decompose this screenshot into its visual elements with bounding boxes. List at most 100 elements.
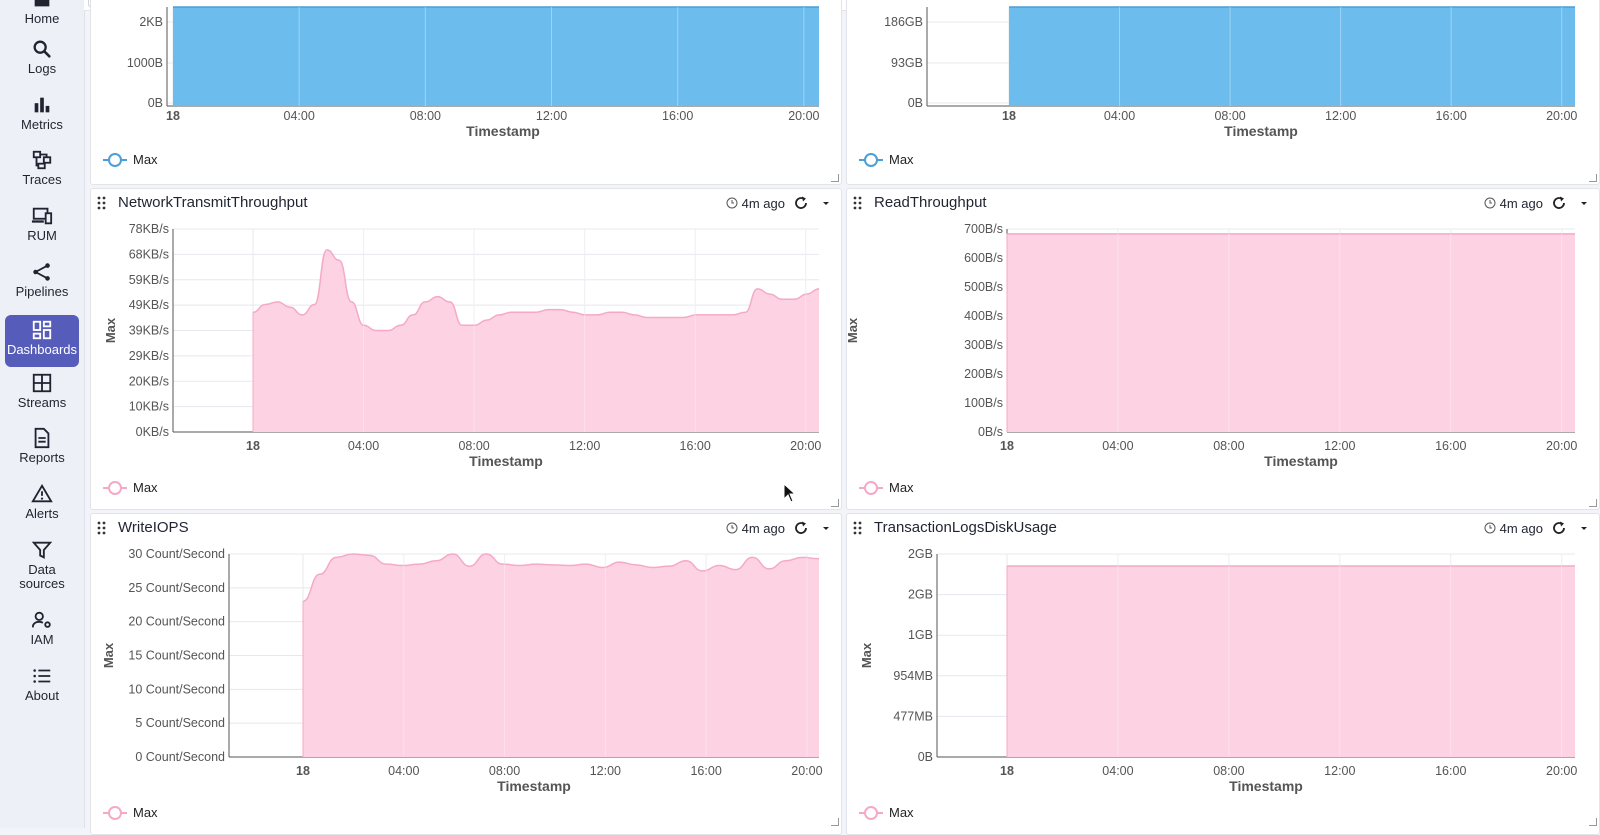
- y-tick-label: 78KB/s: [129, 222, 169, 236]
- panel-meta: 4m ago: [726, 520, 833, 536]
- panel-meta: 4m ago: [1484, 195, 1591, 211]
- sidebar-item-logs[interactable]: Logs: [5, 38, 79, 76]
- x-tick-label: 08:00: [458, 439, 489, 453]
- chevron-down-icon[interactable]: [819, 196, 833, 210]
- sidebar-item-home[interactable]: Home: [5, 0, 79, 26]
- panel-network-transmit-throughput: NetworkTransmitThroughput 4m ago 18 04:00 08…: [90, 188, 842, 510]
- x-tick-label: 20:00: [1546, 109, 1577, 123]
- legend-marker[interactable]: [108, 806, 122, 820]
- sidebar-item-about[interactable]: About: [5, 665, 79, 703]
- sidebar-item-traces[interactable]: Traces: [5, 149, 79, 187]
- sidebar-item-reports[interactable]: Reports: [5, 427, 79, 465]
- drag-handle-icon[interactable]: [97, 196, 107, 210]
- clock-icon: [1484, 197, 1496, 209]
- sidebar-item-label: Home: [24, 11, 60, 26]
- filter-icon: [31, 541, 53, 559]
- legend-marker[interactable]: [864, 481, 878, 495]
- legend-label[interactable]: Max: [889, 480, 914, 495]
- drag-handle-icon[interactable]: [853, 196, 863, 210]
- refresh-icon[interactable]: [793, 195, 809, 211]
- mouse-cursor: [783, 483, 797, 503]
- sidebar-item-rum[interactable]: RUM: [5, 205, 79, 243]
- y-tick-label: 0B: [918, 750, 933, 764]
- y-tick-label: 10 Count/Second: [128, 682, 225, 696]
- legend-marker[interactable]: [108, 153, 122, 167]
- y-tick-label: 400B/s: [964, 309, 1003, 323]
- legend-label[interactable]: Max: [889, 805, 914, 820]
- sidebar-item-alerts[interactable]: Alerts: [5, 483, 79, 521]
- legend-marker[interactable]: [108, 481, 122, 495]
- x-tick-label: 04:00: [348, 439, 379, 453]
- x-tick-label: 18: [1000, 439, 1014, 453]
- x-tick-label: 04:00: [1102, 439, 1133, 453]
- x-tick-label: 12:00: [1324, 439, 1355, 453]
- search-icon: [33, 40, 51, 58]
- y-tick-label: 30 Count/Second: [128, 547, 225, 561]
- refresh-icon[interactable]: [793, 520, 809, 536]
- y-tick-label: 2KB: [139, 15, 163, 29]
- y-tick-label: 0B: [908, 96, 923, 110]
- chevron-down-icon[interactable]: [1577, 196, 1591, 210]
- sidebar-item-streams[interactable]: Streams: [5, 372, 79, 410]
- y-tick-label: 477MB: [893, 709, 933, 723]
- resize-handle[interactable]: [831, 174, 839, 182]
- resize-handle[interactable]: [831, 499, 839, 507]
- refresh-icon[interactable]: [1551, 520, 1567, 536]
- x-tick-label: 16:00: [690, 764, 721, 778]
- x-tick-label: 16:00: [1436, 109, 1467, 123]
- series-line: [252, 249, 820, 332]
- x-tick-label: 20:00: [788, 109, 819, 123]
- panel-transaction-logs-disk-usage: TransactionLogsDiskUsage 4m ago 18 04:00 08:…: [846, 513, 1600, 835]
- sidebar-item-data-sources[interactable]: Data sources: [5, 539, 79, 591]
- sidebar-item-pipelines[interactable]: Pipelines: [5, 261, 79, 299]
- y-axis-title: Max: [847, 317, 860, 343]
- x-tick-label: 16:00: [1435, 439, 1466, 453]
- bar-chart-icon: [34, 97, 50, 113]
- legend-marker[interactable]: [864, 806, 878, 820]
- legend-label[interactable]: Max: [133, 805, 158, 820]
- share-icon: [33, 263, 50, 281]
- resize-handle[interactable]: [1589, 174, 1597, 182]
- chart: 18 04:00 08:00 12:00 16:00 20:00 700B/s 600B/s 5…: [847, 222, 1577, 495]
- y-tick-label: 186GB: [884, 15, 923, 29]
- x-tick-label: 04:00: [1104, 109, 1135, 123]
- resize-handle[interactable]: [1589, 499, 1597, 507]
- y-axis-title: Max: [101, 642, 116, 668]
- legend-label[interactable]: Max: [133, 152, 158, 167]
- x-axis-title: Timestamp: [469, 453, 543, 469]
- x-axis-title: Timestamp: [1224, 123, 1298, 139]
- y-tick-label: 25 Count/Second: [128, 581, 225, 595]
- legend-marker[interactable]: [864, 153, 878, 167]
- x-tick-label: 04:00: [284, 109, 315, 123]
- panel-title: NetworkTransmitThroughput: [118, 194, 308, 211]
- sidebar-item-label: Streams: [17, 395, 67, 410]
- x-axis-title: Timestamp: [497, 778, 571, 794]
- legend-label[interactable]: Max: [889, 152, 914, 167]
- sidebar-item-iam[interactable]: IAM: [5, 609, 79, 647]
- chevron-down-icon[interactable]: [819, 521, 833, 535]
- panel-write-iops: WriteIOPS 4m ago 18 04:00 08:00 12:00 16:00 20:…: [90, 513, 842, 835]
- chart: 18 04:00 08:00 12:00 16:00 20:00 186GB 93GB 0B Ti…: [859, 6, 1577, 167]
- sidebar-item-metrics[interactable]: Metrics: [5, 94, 79, 132]
- drag-handle-icon[interactable]: [97, 521, 107, 535]
- legend-label[interactable]: Max: [133, 480, 158, 495]
- y-tick-label: 300B/s: [964, 338, 1003, 352]
- y-axis-title: Max: [103, 317, 118, 343]
- list-icon: [33, 669, 51, 683]
- sidebar-item-label: Alerts: [25, 506, 59, 521]
- chevron-down-icon[interactable]: [1577, 521, 1591, 535]
- x-tick-label: 16:00: [1435, 764, 1466, 778]
- drag-handle-icon[interactable]: [853, 521, 863, 535]
- sidebar-item-label: Pipelines: [15, 284, 69, 299]
- sidebar-item-dashboards[interactable]: Dashboards: [5, 315, 79, 367]
- refresh-icon[interactable]: [1551, 195, 1567, 211]
- y-tick-label: 20KB/s: [129, 374, 169, 388]
- resize-handle[interactable]: [1589, 818, 1597, 826]
- x-tick-label: 16:00: [680, 439, 711, 453]
- y-tick-label: 0KB/s: [136, 425, 169, 439]
- resize-handle[interactable]: [831, 818, 839, 826]
- panel-title: WriteIOPS: [118, 519, 189, 536]
- y-tick-label: 200B/s: [964, 367, 1003, 381]
- panel-header: NetworkTransmitThroughput 4m ago: [91, 189, 841, 217]
- x-tick-label: 12:00: [569, 439, 600, 453]
